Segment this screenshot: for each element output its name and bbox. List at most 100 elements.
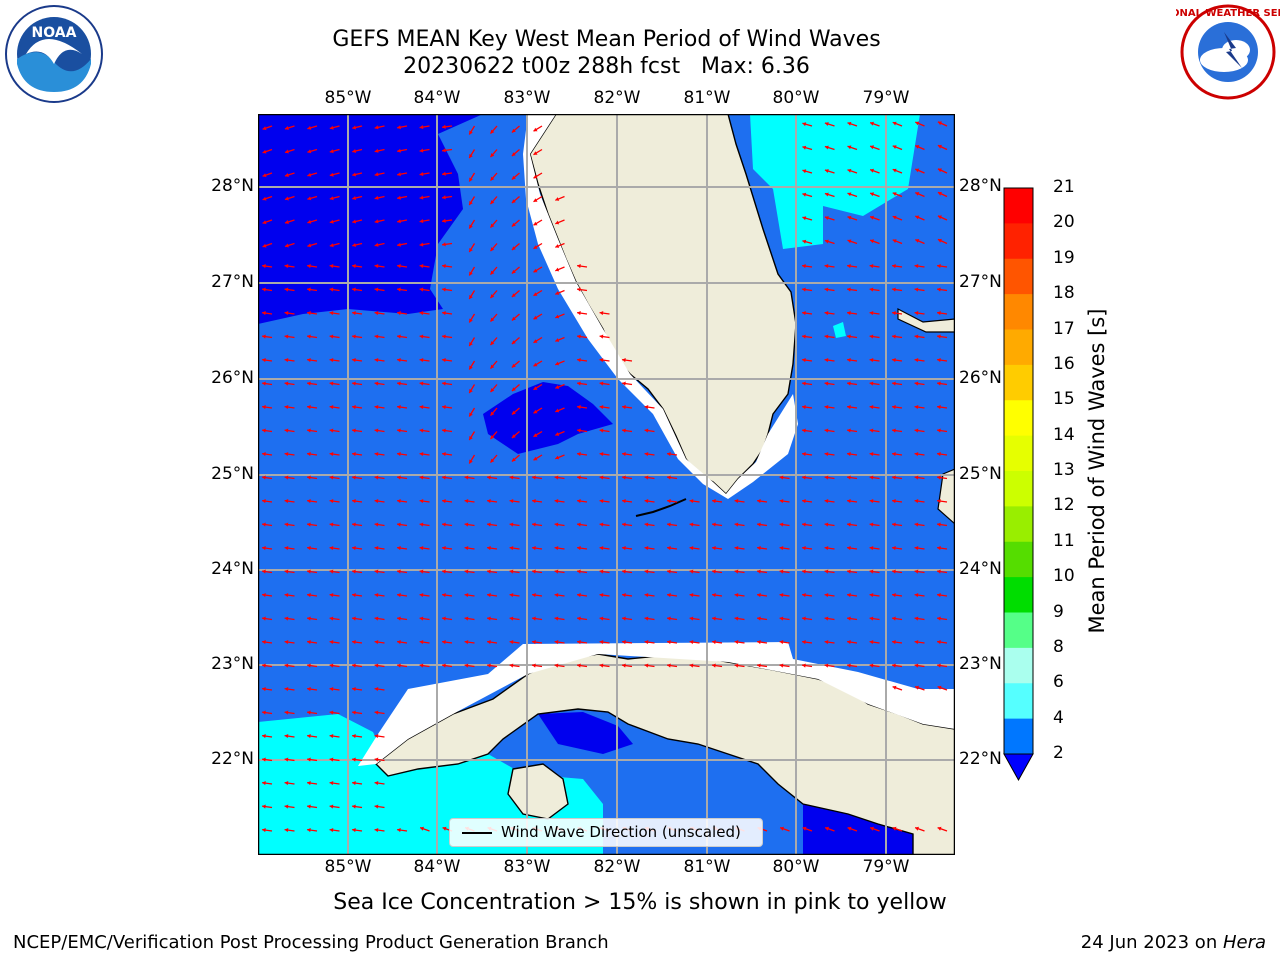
wind-arrow-head — [779, 569, 784, 574]
wind-arrow-head — [847, 569, 851, 574]
wind-arrow-head — [599, 405, 604, 410]
wind-arrow-head — [352, 452, 356, 457]
lat-tick-label-right: 25°N — [959, 464, 1002, 484]
colorbar-tick-label: 2 — [1053, 743, 1064, 763]
wind-arrow-head — [469, 436, 473, 440]
footer-date-text: 24 Jun 2023 on — [1080, 932, 1223, 953]
wind-arrow-head — [374, 663, 379, 668]
wind-arrow-head — [712, 616, 716, 621]
wind-arrow-head — [555, 220, 560, 225]
wind-arrow-head — [352, 125, 357, 130]
wind-arrow-head — [329, 243, 334, 248]
wind-arrow-head — [937, 311, 941, 316]
wind-arrow-head — [374, 358, 379, 363]
wind-arrow-head — [397, 334, 401, 339]
wind-arrow-head — [532, 663, 536, 668]
wind-arrow-head — [577, 428, 581, 433]
wind-arrow-head — [734, 593, 739, 598]
wind-arrow-head — [599, 522, 604, 527]
wind-arrow-head — [511, 340, 516, 344]
wind-arrow-head — [262, 804, 266, 809]
wind-arrow-head — [847, 334, 851, 339]
wind-arrow-head — [824, 239, 829, 244]
wind-arrow-head — [577, 475, 581, 480]
wind-arrow-head — [599, 616, 604, 621]
wind-arrow-head — [469, 365, 473, 370]
nws-logo: NATIONAL WEATHER SERVICE — [1176, 4, 1280, 100]
wind-arrow-head — [869, 663, 874, 668]
lat-tick-label-right: 26°N — [959, 368, 1002, 388]
wind-arrow-head — [307, 781, 311, 786]
lon-tick-label-top: 79°W — [862, 88, 910, 108]
wind-arrow-head — [937, 238, 942, 243]
wind-arrow-head — [757, 640, 761, 645]
wind-arrow-head — [262, 710, 266, 715]
wind-arrow-head — [554, 663, 559, 668]
wind-arrow-head — [469, 177, 473, 182]
wind-arrow-head — [915, 145, 920, 149]
lat-tick-label-left: 28°N — [211, 176, 254, 196]
wind-arrow-head — [352, 804, 356, 809]
wind-arrow-head — [667, 569, 671, 574]
wind-arrow-head — [847, 121, 852, 126]
wind-arrow-head — [622, 593, 626, 598]
wind-arrow-head — [490, 153, 495, 158]
wind-arrow-head — [487, 475, 491, 480]
wind-arrow-head — [419, 616, 424, 621]
wind-arrow-head — [824, 569, 829, 574]
wind-arrow-head — [577, 663, 581, 668]
wind-arrow-head — [511, 363, 516, 368]
wind-arrow-head — [307, 311, 311, 316]
wind-arrow-head — [329, 334, 334, 339]
wind-arrow-head — [869, 522, 874, 527]
wind-arrow-head — [307, 264, 311, 269]
wind-arrow-head — [284, 593, 289, 598]
wind-arrow-head — [802, 216, 807, 221]
map-legend: Wind Wave Direction (unscaled) — [449, 818, 763, 847]
lat-tick-label-right: 28°N — [959, 176, 1002, 196]
wind-arrow-head — [892, 192, 897, 196]
wind-arrow-head — [802, 192, 807, 197]
wind-arrow-head — [262, 828, 266, 833]
wind-arrow-head — [307, 804, 311, 809]
wind-arrow-head — [374, 428, 379, 433]
wind-arrow-head — [284, 522, 289, 527]
wind-arrow-head — [284, 475, 289, 480]
wind-arrow-head — [374, 616, 379, 621]
wind-arrow-head — [284, 734, 289, 739]
wind-arrow-head — [892, 381, 896, 386]
wind-arrow-head — [802, 334, 806, 339]
wind-arrow-head — [442, 405, 446, 410]
wind-arrow-head — [577, 311, 581, 316]
high-period-region-east — [833, 322, 846, 338]
wind-arrow-head — [914, 405, 919, 410]
wind-arrow-head — [824, 405, 829, 410]
wind-arrow-head — [802, 287, 806, 292]
wind-arrow-head — [734, 546, 739, 551]
colorbar-under-extension — [1003, 753, 1034, 782]
colorbar-tick-label: 16 — [1053, 353, 1075, 374]
wind-arrow-head — [490, 129, 495, 134]
footer-date: 24 Jun 2023 on Hera — [1081, 932, 1266, 953]
wind-arrow-head — [329, 358, 334, 363]
wind-arrow-head — [397, 311, 401, 316]
colorbar-segment — [1004, 541, 1033, 578]
wind-arrow-head — [892, 358, 896, 363]
lon-tick-label-top: 80°W — [772, 88, 820, 108]
wind-arrow-head — [419, 242, 424, 247]
wind-arrow-head — [307, 381, 311, 386]
wind-arrow-head — [599, 640, 604, 645]
wind-arrow-head — [555, 267, 560, 272]
wind-arrow-head — [307, 616, 311, 621]
colorbar-segment — [1004, 294, 1033, 330]
wind-arrow-head — [285, 196, 289, 201]
wind-arrow-head — [577, 546, 581, 551]
colorbar-segment — [1004, 435, 1033, 472]
wind-arrow-head — [469, 389, 473, 393]
wind-arrow-head — [869, 499, 874, 504]
wind-arrow-head — [870, 215, 874, 220]
wind-arrow-head — [397, 546, 401, 551]
wind-arrow-head — [285, 173, 289, 177]
wind-arrow-head — [374, 781, 379, 786]
wind-arrow-head — [577, 569, 581, 574]
